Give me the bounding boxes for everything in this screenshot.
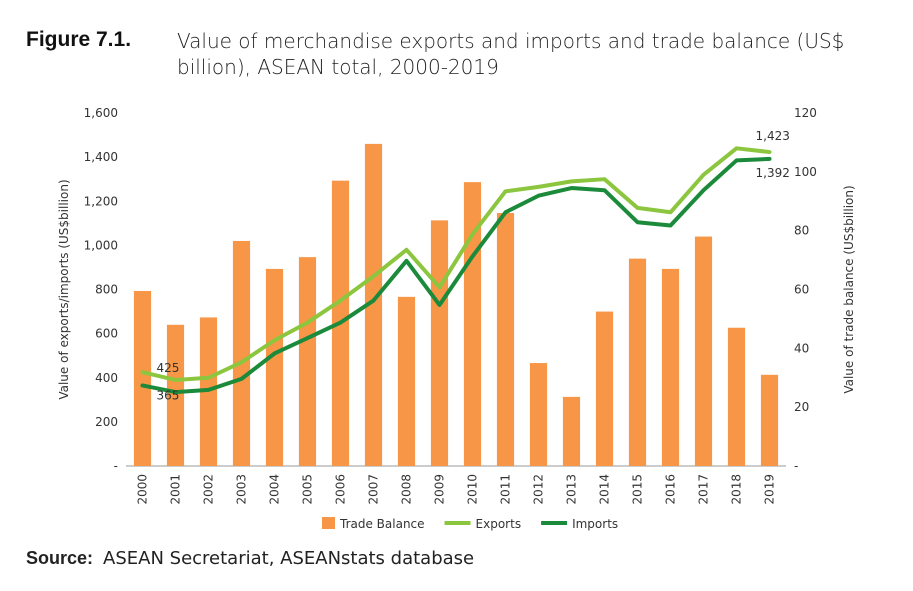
x-tick-label: 2004 (268, 474, 282, 505)
data-label: 1,423 (756, 129, 790, 143)
legend-label: Exports (476, 517, 522, 531)
source-label: Source: (26, 548, 94, 568)
trade-balance-bar (694, 236, 713, 466)
trade-balance-bar (562, 396, 581, 466)
x-tick-label: 2009 (433, 474, 447, 505)
trade-balance-bar (232, 240, 251, 466)
y2-tick-label: 20 (794, 400, 809, 414)
x-tick-label: 2015 (631, 474, 645, 505)
x-tick-label: 2016 (664, 474, 678, 505)
y-tick-label: 1,400 (84, 150, 118, 164)
y-tick-label: 600 (95, 327, 118, 341)
y2-tick-label: - (794, 459, 798, 473)
trade-balance-bar (265, 268, 284, 466)
x-tick-label: 2013 (565, 474, 579, 505)
exports-line (140, 146, 772, 382)
x-tick-label: 2019 (763, 474, 777, 505)
y2-axis-title: Value of trade balance (US$billion) (842, 185, 856, 393)
x-tick-label: 2005 (301, 474, 315, 505)
trade-balance-bar (760, 374, 779, 466)
y2-tick-label: 40 (794, 341, 809, 355)
y-tick-label: 1,000 (84, 238, 118, 252)
legend-label: Imports (572, 517, 618, 531)
source-note: Source: ASEAN Secretariat, ASEANstats dat… (26, 548, 474, 569)
x-tick-label: 2000 (136, 474, 150, 505)
y-axis-title: Value of exports/imports (US$billion) (57, 179, 71, 399)
x-tick-label: 2007 (367, 474, 381, 505)
trade-balance-bar (298, 257, 317, 466)
trade-balance-bar (133, 290, 152, 466)
y-tick-label: 1,200 (84, 194, 118, 208)
figure-title: Value of merchandise exports and imports… (177, 29, 845, 79)
x-tick-label: 2014 (598, 474, 612, 505)
trade-balance-bar (430, 220, 449, 466)
x-tick-label: 2003 (235, 474, 249, 505)
trade-balance-bar (727, 327, 746, 466)
y2-tick-label: 60 (794, 283, 809, 297)
y2-tick-label: 80 (794, 224, 809, 238)
x-tick-label: 2018 (730, 474, 744, 505)
y-tick-label: - (114, 459, 118, 473)
trade-balance-bar (496, 213, 515, 466)
figure-label: Figure 7.1. (26, 28, 132, 51)
source-text: ASEAN Secretariat, ASEANstats database (103, 548, 475, 569)
y-tick-label: 1,600 (84, 106, 118, 120)
y2-tick-label: 100 (794, 165, 817, 179)
x-tick-label: 2006 (334, 474, 348, 505)
x-tick-label: 2008 (400, 474, 414, 505)
x-tick-label: 2017 (697, 474, 711, 505)
trade-balance-bar (364, 143, 383, 466)
data-label: 425 (157, 361, 180, 375)
trade-balance-bar (595, 311, 614, 466)
trade-balance-bar (166, 324, 185, 466)
legend-swatch-trade-balance (322, 517, 335, 529)
x-tick-label: 2012 (532, 474, 546, 505)
x-tick-label: 2002 (202, 474, 216, 505)
data-label: 1,392 (756, 166, 790, 180)
y2-tick-label: 120 (794, 106, 817, 120)
y-tick-label: 400 (95, 371, 118, 385)
data-label: 365 (157, 388, 180, 402)
legend-label: Trade Balance (339, 517, 425, 531)
x-tick-label: 2011 (499, 474, 513, 505)
imports-line (140, 156, 772, 395)
trade-balance-bar (397, 296, 416, 466)
trade-balance-bar (628, 258, 647, 466)
trade-balance-bar (661, 268, 680, 466)
x-tick-label: 2010 (466, 474, 480, 505)
y-tick-label: 800 (95, 283, 118, 297)
x-tick-label: 2001 (169, 474, 183, 505)
y-tick-label: 200 (95, 415, 118, 429)
chart: - 200 400 600 800 1,000 1,200 1,400 1,600 - 20 40 60… (57, 106, 856, 531)
trade-balance-bar (529, 363, 548, 466)
